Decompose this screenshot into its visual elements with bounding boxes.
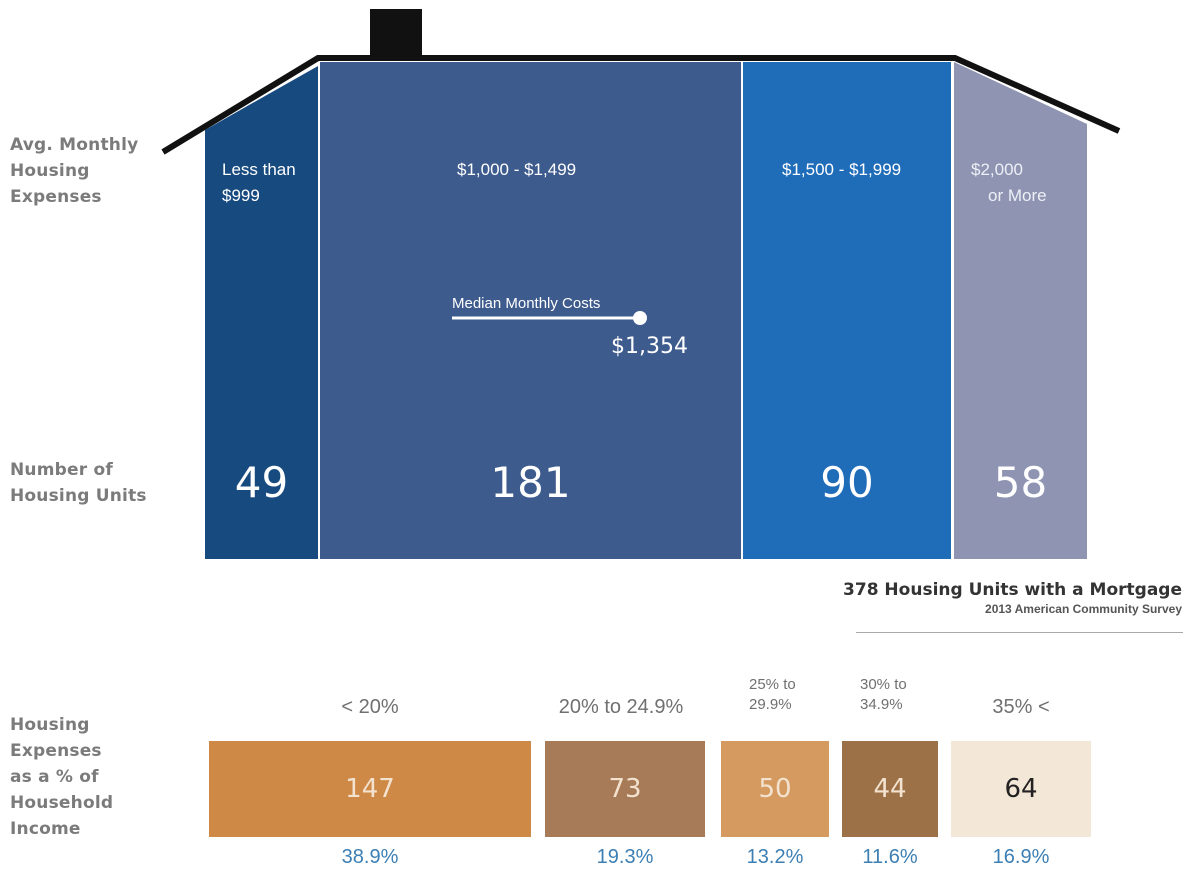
median-dot bbox=[633, 311, 647, 325]
income-percent-35plus: 16.9% bbox=[992, 846, 1050, 868]
income-header-35plus: 35% < bbox=[992, 696, 1050, 718]
units-label-line: Housing Units bbox=[10, 486, 147, 506]
summary-block: 378 Housing Units with a Mortgage 2013 A… bbox=[843, 580, 1182, 616]
expenses-axis-label: Avg. Monthly Housing Expenses bbox=[10, 132, 138, 210]
income-box-35plus: 64 bbox=[951, 741, 1091, 837]
value-1500-1999: 90 bbox=[820, 458, 874, 507]
income-header-line: 29.9% bbox=[749, 696, 792, 713]
category-label-less-999: Less than $999 bbox=[222, 157, 296, 209]
income-header-30-34: 30% to 34.9% bbox=[860, 675, 907, 715]
income-value: 44 bbox=[873, 774, 907, 804]
income-label-line: Expenses bbox=[10, 741, 102, 761]
median-value: $1,354 bbox=[611, 334, 688, 359]
value-1000-1499: 181 bbox=[490, 458, 571, 507]
income-axis-label: Housing Expenses as a % of Household Inc… bbox=[10, 712, 113, 842]
income-box-25-29: 50 bbox=[721, 741, 829, 837]
units-label-line: Number of bbox=[10, 460, 113, 480]
summary-source: 2013 American Community Survey bbox=[985, 602, 1182, 616]
category-label-line: $999 bbox=[222, 186, 260, 205]
income-percent-lt20: 38.9% bbox=[341, 846, 399, 868]
units-axis-label: Number of Housing Units bbox=[10, 457, 147, 509]
income-label-line: Housing bbox=[10, 715, 90, 735]
income-box-30-34: 44 bbox=[842, 741, 938, 837]
bar-1000-1499 bbox=[320, 62, 741, 559]
bar-2000-plus bbox=[954, 62, 1087, 559]
category-label-1500-1999: $1,500 - $1,999 bbox=[782, 160, 902, 179]
bar-less-999 bbox=[205, 66, 318, 559]
income-value: 50 bbox=[758, 774, 792, 804]
income-percent-30-34: 11.6% bbox=[862, 846, 918, 868]
income-header-25-29: 25% to 29.9% bbox=[749, 675, 796, 715]
summary-title: 378 Housing Units with a Mortgage bbox=[843, 580, 1182, 600]
income-box-20-24: 73 bbox=[545, 741, 705, 837]
income-percent-20-24: 19.3% bbox=[596, 846, 654, 868]
income-header-line: 25% to bbox=[749, 676, 796, 693]
income-percent-25-29: 13.2% bbox=[746, 846, 804, 868]
income-value: 73 bbox=[608, 774, 642, 804]
income-label-line: Household bbox=[10, 793, 114, 813]
roof-line bbox=[161, 55, 1121, 155]
income-header-lt20: < 20% bbox=[341, 696, 399, 718]
category-label-1000-1499: $1,000 - $1,499 bbox=[457, 160, 577, 179]
expenses-label-line: Avg. Monthly bbox=[10, 135, 139, 155]
median-label: Median Monthly Costs bbox=[452, 295, 601, 312]
chimney-shape bbox=[370, 9, 422, 59]
category-label-line: Less than bbox=[222, 160, 296, 179]
value-2000-plus: 58 bbox=[993, 458, 1048, 507]
category-label-line: or More bbox=[988, 186, 1047, 205]
bar-1500-1999 bbox=[743, 62, 951, 559]
category-label-2000-plus: $2,000 or More bbox=[971, 157, 1061, 209]
summary-divider bbox=[856, 632, 1183, 633]
income-box-lt20: 147 bbox=[209, 741, 531, 837]
expenses-label-line: Expenses bbox=[10, 187, 102, 207]
income-header-line: 30% to bbox=[860, 676, 907, 693]
income-label-line: Income bbox=[10, 819, 81, 839]
category-label-line: $2,000 bbox=[971, 160, 1023, 179]
income-label-line: as a % of bbox=[10, 767, 99, 787]
income-value: 147 bbox=[345, 774, 395, 804]
income-value: 64 bbox=[1004, 774, 1038, 804]
income-header-line: 34.9% bbox=[860, 696, 903, 713]
income-header-20-24: 20% to 24.9% bbox=[558, 696, 684, 718]
expenses-label-line: Housing bbox=[10, 161, 90, 181]
value-less-999: 49 bbox=[234, 458, 289, 507]
